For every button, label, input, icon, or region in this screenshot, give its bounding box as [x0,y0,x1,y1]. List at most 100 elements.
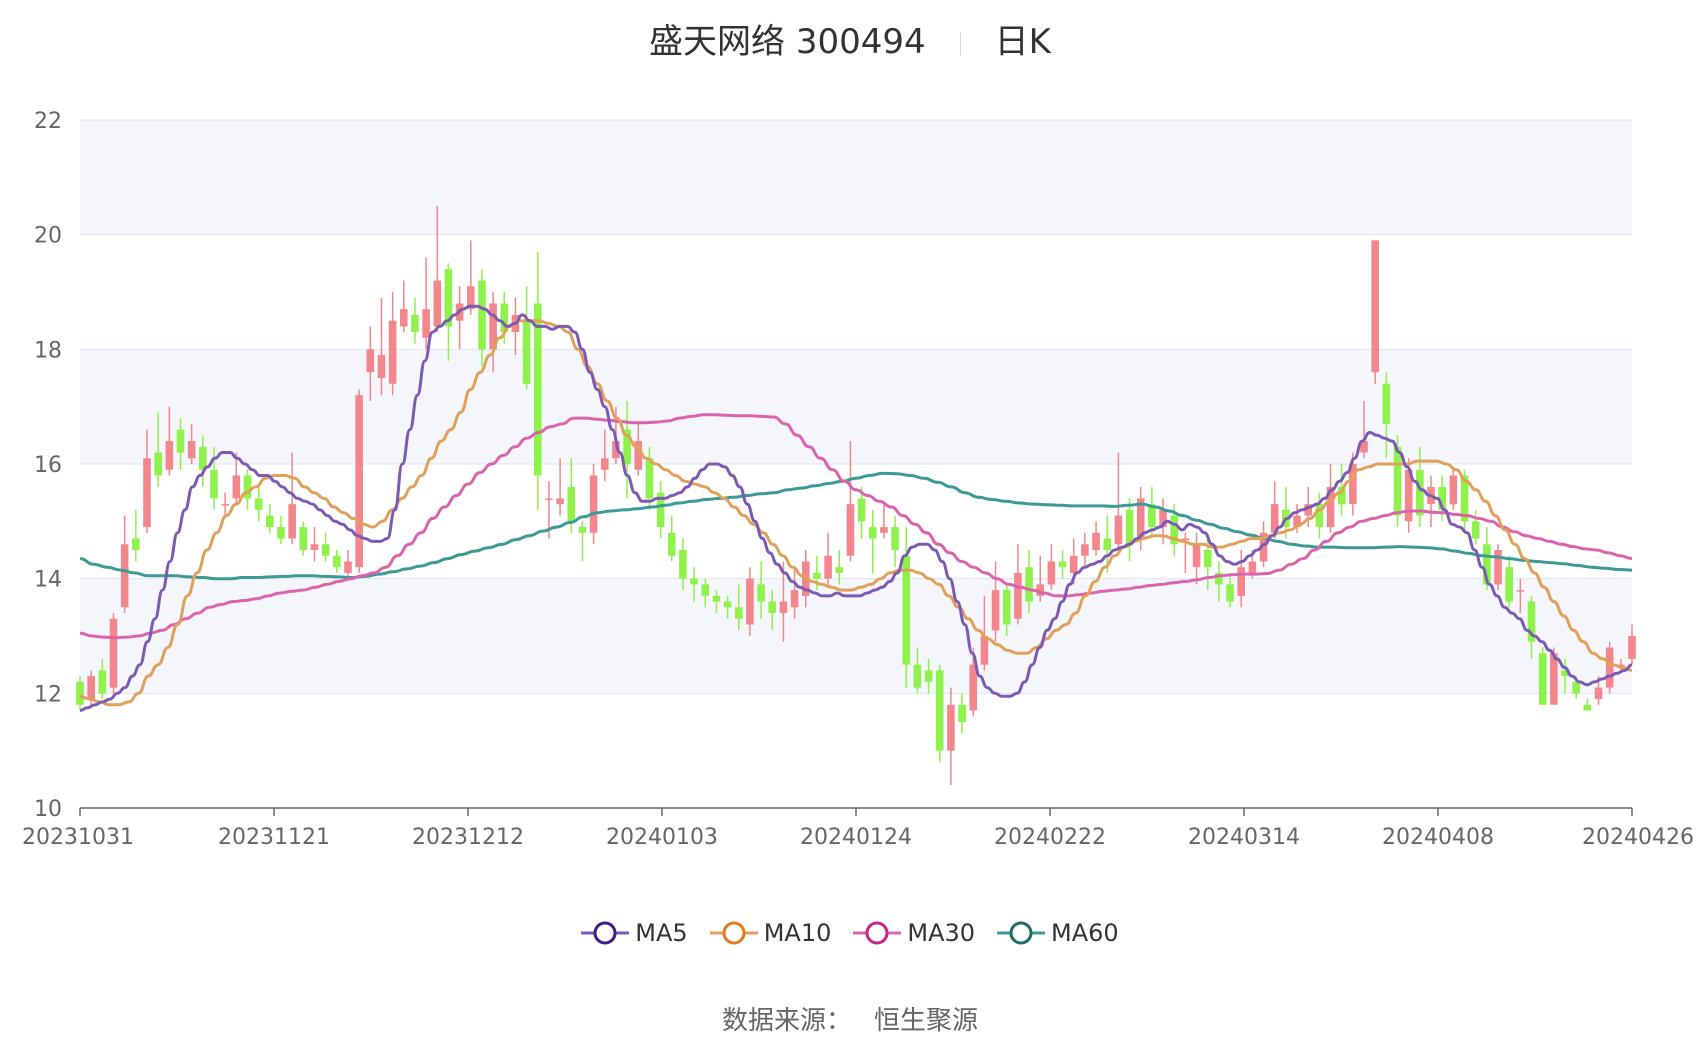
chart-title: 盛天网络 300494 日K [0,14,1700,63]
candle-body [1136,498,1145,539]
candle-body [868,527,877,539]
candle-body [846,504,855,556]
candle-body [232,475,241,499]
legend-label: MA30 [907,919,976,947]
candle-body [422,309,430,338]
plot-band [80,120,1632,235]
candle-body [500,303,509,333]
candle-body [310,544,319,550]
candle-body [1192,544,1201,568]
candle-body [1081,544,1089,556]
y-tick-label: 12 [34,682,62,707]
candle-body [1583,704,1592,711]
x-tick-label: 20240222 [994,825,1106,850]
candle-body [578,527,587,533]
legend-item-ma5[interactable]: MA5 [581,918,688,947]
candle-body [109,618,118,688]
legend-marker-icon [997,921,1046,945]
candle-body [768,601,777,614]
legend-item-ma10[interactable]: MA10 [709,918,831,947]
candle-body [210,469,218,499]
legend-item-ma30[interactable]: MA30 [853,918,975,947]
plot-band [80,578,1632,694]
candle-body [634,441,643,470]
candle-body [1605,647,1614,688]
period-label: 日K [994,22,1051,62]
candle-body [299,527,308,550]
candle-body [1516,590,1525,592]
legend-marker-icon [853,921,902,945]
legend-item-ma60[interactable]: MA60 [997,918,1119,947]
candle-body [1349,464,1357,505]
candle-body [1438,486,1446,510]
candle-body [857,498,866,522]
candle-body [667,532,676,556]
candle-body [835,567,844,573]
candle-body [824,555,832,579]
candle-body [1360,441,1368,453]
x-tick-label: 20240314 [1188,825,1300,850]
candle-body [199,446,207,470]
candle-body [813,572,821,579]
candle-body [790,590,799,608]
candle-body [1025,567,1033,602]
candle-body [388,320,397,384]
candle-body [1248,561,1257,573]
source-value: 恒生聚源 [874,1006,979,1036]
candle-body [913,664,922,688]
candle-body [556,498,564,505]
candle-body [1594,687,1603,700]
legend-marker-icon [709,921,758,945]
candle-body [1371,240,1379,373]
legend: MA5 MA10 MA30 MA60 [0,918,1700,947]
candle-body [1069,555,1078,573]
legend-marker-icon [581,921,630,945]
candle-body [98,670,107,694]
legend-label: MA60 [1051,919,1119,947]
candle-body [645,458,654,499]
candle-body [1215,572,1223,585]
candle-body [991,590,1000,631]
candle-body [221,504,229,506]
candle-body [1572,681,1580,694]
candle-body [1315,504,1324,528]
y-tick-label: 10 [34,797,62,822]
candle-body [1617,664,1625,667]
candle-body [1159,509,1167,528]
candle-body [165,441,174,470]
candle-body [466,286,475,310]
candle-body [779,601,788,614]
candle-body [266,515,274,528]
source-label: 数据来源： [721,1006,852,1036]
ma5-line [79,304,1633,712]
candle-body [1449,475,1458,505]
candle-body [444,269,453,327]
candle-body [176,429,185,453]
candle-body [958,704,966,722]
candle-body [1181,538,1190,541]
candle-body [1148,504,1156,528]
candle-body [478,280,486,350]
candle-body [1393,446,1402,516]
x-tick-label: 20240103 [606,825,718,850]
candle-body [1337,486,1346,505]
candle-body [980,636,989,665]
candle-body [143,458,151,528]
legend-label: MA5 [635,919,688,947]
candle-body [924,670,933,682]
candle-body [567,486,576,522]
x-tick-label: 20231121 [218,825,330,850]
candle-body [1550,653,1558,705]
stock-name-code: 盛天网络 300494 [649,22,926,62]
y-tick-label: 18 [34,338,62,363]
candle-body [1293,515,1301,528]
candle-body [679,550,687,579]
candle-body [1416,469,1424,516]
y-tick-label: 14 [34,568,62,593]
candle-body [1047,561,1056,585]
candle-body [377,355,386,378]
candle-body [935,670,944,751]
candle-body [355,395,363,568]
candle-body [366,349,375,373]
candle-body [87,676,95,700]
